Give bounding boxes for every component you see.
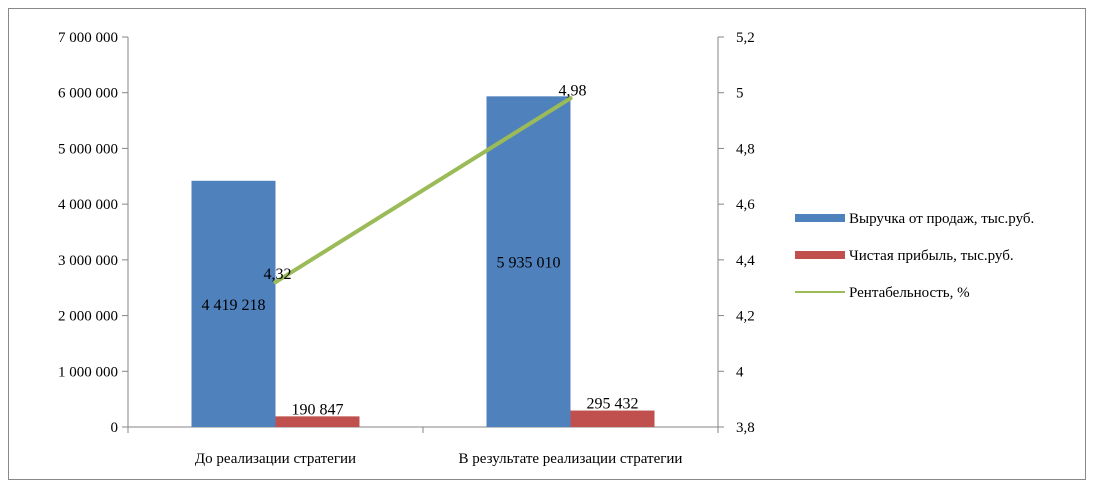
y-left-tick-label: 5 000 000 [58,141,118,157]
y-right-tick-label: 3,8 [736,420,755,436]
bar [570,410,655,427]
line-data-label: 4,32 [264,266,292,283]
y-left-tick-label: 0 [111,420,119,436]
bars-layer [191,96,655,428]
bar [191,180,276,427]
y-left-tick-label: 4 000 000 [58,197,118,213]
y-right-tick-label: 5,2 [736,30,755,46]
y-right-tick-label: 5 [736,86,744,102]
bar-data-label: 190 847 [292,401,344,418]
data-labels-layer: 4 419 218 190 847 5 935 010 295 432 4,32 4,98 [202,82,639,418]
line-series [273,96,573,285]
y-left-tick-label: 7 000 000 [58,30,118,46]
y-right-tick-label: 4,2 [736,309,755,325]
legend-label: Выручка от продаж, тыс.руб. [849,211,1034,227]
y-right-tick-label: 4,6 [736,197,755,213]
legend: Выручка от продаж, тыс.руб. Чистая прибыл… [795,211,1034,301]
bar [275,416,360,427]
line-layer [273,96,573,285]
bar-data-label: 4 419 218 [202,297,266,314]
legend-label: Чистая прибыль, тыс.руб. [849,248,1014,264]
y-right-tick-label: 4,4 [736,253,755,269]
y-left-tick-label: 2 000 000 [58,309,118,325]
y-right-tick-label: 4,8 [736,141,755,157]
bar-data-label: 5 935 010 [497,255,561,272]
line-data-label: 4,98 [559,82,587,99]
axes-layer: 0 1 000 000 2 000 000 3 000 000 4 000 000 5 0… [58,30,755,467]
y-left-tick-label: 6 000 000 [58,86,118,102]
legend-swatch [795,214,845,222]
x-category-label: До реализации стратегии [195,451,356,467]
line-point [273,280,278,285]
bar-data-label: 295 432 [587,396,639,413]
line-point [568,96,573,101]
legend-swatch [795,251,845,259]
y-right-tick-label: 4 [736,364,744,380]
bar [486,96,571,428]
y-left-tick-label: 1 000 000 [58,364,118,380]
x-category-label: В результате реализации стратегии [459,451,683,467]
y-left-tick-label: 3 000 000 [58,253,118,269]
legend-label: Рентабельность, % [849,285,970,301]
